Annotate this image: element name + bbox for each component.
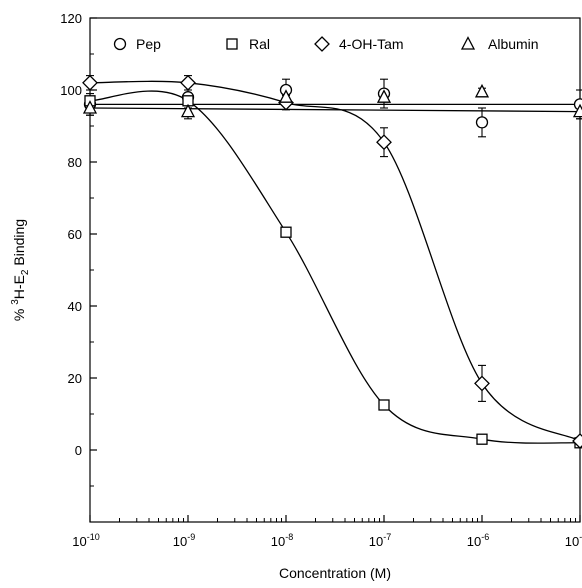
data-point-4-oh-tam <box>572 433 582 449</box>
legend-marker <box>113 37 127 51</box>
legend-label: Albumin <box>488 36 539 52</box>
data-point-albumin <box>376 89 392 103</box>
x-tick-label: 10-6 <box>467 532 489 549</box>
x-tick-label: 10-10 <box>72 532 99 549</box>
legend-label: 4-OH-Tam <box>339 36 404 52</box>
x-tick-label: 10-8 <box>271 532 293 549</box>
fit-curve-albumin <box>89 107 581 113</box>
data-point-albumin <box>474 83 490 98</box>
y-tick-label: 0 <box>75 443 82 458</box>
data-point-albumin <box>180 103 196 118</box>
x-tick-label: 10-9 <box>173 532 195 549</box>
legend-marker <box>314 36 330 52</box>
legend-label: Ral <box>249 36 270 52</box>
data-point-4-oh-tam <box>474 375 490 392</box>
y-tick-label: 120 <box>60 11 82 26</box>
x-axis-title: Concentration (M) <box>279 565 391 581</box>
x-tick-label: 10-7 <box>369 532 391 549</box>
y-tick-label: 60 <box>68 227 82 242</box>
y-tick-label: 40 <box>68 299 82 314</box>
y-tick-label: 20 <box>68 371 82 386</box>
legend-label: Pep <box>136 36 161 52</box>
legend-entry-4-oh-tam: 4-OH-Tam <box>314 36 404 52</box>
data-point-4-oh-tam <box>376 134 392 151</box>
x-tick-label: 10-5 <box>565 532 582 549</box>
plot-frame <box>89 17 581 523</box>
data-point-pep <box>475 116 489 129</box>
data-point-albumin <box>82 100 98 114</box>
data-point-ral <box>476 433 488 445</box>
legend-entry-ral: Ral <box>226 36 270 52</box>
legend-entry-pep: Pep <box>113 36 161 52</box>
legend-entry-albumin: Albumin <box>460 36 539 52</box>
fit-curve-4-oh-tam <box>89 80 581 442</box>
data-point-4-oh-tam <box>180 74 196 91</box>
y-tick-label: 100 <box>60 83 82 98</box>
fit-curve-ral <box>89 90 581 444</box>
data-point-albumin <box>572 103 582 118</box>
data-point-4-oh-tam <box>82 74 98 91</box>
y-tick-label: 80 <box>68 155 82 170</box>
legend-marker <box>226 38 238 50</box>
data-point-ral <box>378 399 390 411</box>
y-axis-title: % 3H-E2 Binding <box>10 219 31 321</box>
data-point-albumin <box>278 89 294 103</box>
data-point-ral <box>280 226 292 238</box>
legend-marker <box>460 36 476 50</box>
